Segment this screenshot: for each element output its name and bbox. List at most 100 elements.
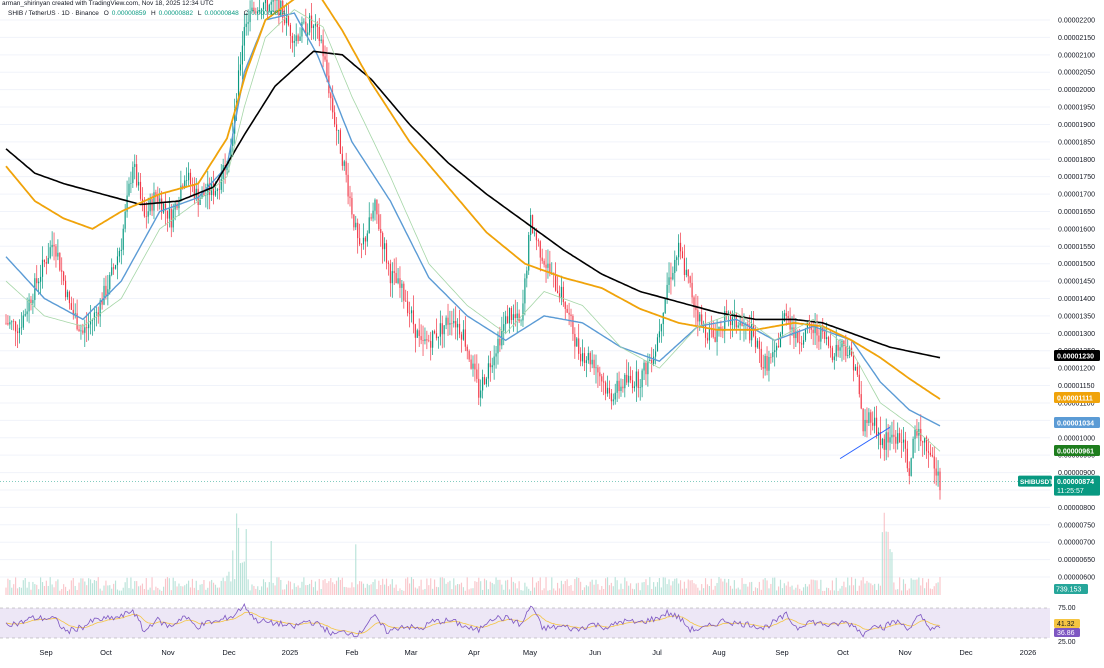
volume-bar — [630, 583, 632, 595]
candle-body — [335, 124, 338, 131]
candle-body — [433, 331, 436, 334]
candle-body — [405, 300, 407, 302]
candle-body — [485, 378, 488, 385]
volume-bar — [372, 581, 374, 595]
volume-bar — [57, 579, 59, 595]
volume-bar — [99, 588, 101, 595]
volume-bar — [124, 582, 126, 595]
candle-body — [111, 267, 113, 275]
rsi-ma-badge — [1054, 619, 1080, 628]
candle-body — [74, 313, 76, 315]
volume-bar — [558, 588, 561, 595]
ohlc-low: 0.00000848 — [204, 10, 239, 17]
candle-body — [164, 203, 167, 211]
price-tick-label: 0.00001650 — [1058, 209, 1095, 216]
candle-body — [374, 199, 376, 211]
candle-body — [230, 146, 232, 157]
volume-bar — [900, 590, 903, 595]
candle-body — [109, 274, 111, 290]
candle-body — [130, 182, 132, 184]
candle-body — [399, 278, 401, 288]
price-tick-label: 0.00002200 — [1058, 18, 1095, 25]
candle-body — [597, 367, 599, 373]
candle-body — [716, 330, 718, 342]
candle-body — [291, 35, 293, 43]
ma-line-1 — [5, 50, 941, 359]
candle-body — [729, 312, 732, 326]
volume-bar — [927, 578, 930, 595]
candle-body — [166, 210, 169, 219]
volume-bar — [785, 585, 787, 595]
candle-body — [695, 305, 697, 311]
volume-bar — [357, 584, 359, 595]
volume-bar — [345, 587, 347, 595]
candle-body — [483, 377, 486, 385]
volume-bar — [11, 587, 13, 595]
volume-bar — [654, 586, 657, 595]
volume-bar — [820, 579, 822, 595]
candle-body — [568, 312, 570, 315]
candle-body — [99, 300, 101, 317]
candle-body — [678, 242, 680, 258]
volume-bar — [432, 588, 434, 595]
candle-body — [170, 208, 172, 228]
candle-body — [879, 431, 882, 446]
candle-body — [424, 339, 426, 341]
volume-bar — [249, 590, 251, 595]
candle-body — [289, 24, 292, 36]
volume-bar — [89, 579, 92, 595]
candle-body — [562, 286, 564, 303]
volume-bar — [653, 582, 655, 595]
volume-bar — [743, 583, 745, 595]
candle-body — [802, 340, 805, 345]
volume-bar — [597, 584, 599, 595]
candle-body — [253, 7, 255, 12]
volume-bar — [43, 585, 46, 595]
candle-body — [499, 338, 501, 346]
volume-bar — [756, 588, 759, 595]
candle-body — [628, 375, 630, 383]
price-badge — [1054, 417, 1100, 428]
ohlc-close-label: C — [243, 10, 249, 17]
volume-bar — [228, 571, 230, 595]
candle-body — [203, 191, 205, 196]
volume-bar — [174, 581, 176, 595]
volume-bar — [920, 585, 922, 595]
volume-bar — [222, 577, 224, 595]
candle-body — [925, 437, 928, 452]
volume-bar — [199, 584, 201, 595]
candle-body — [387, 262, 390, 264]
candle-body — [270, 1, 272, 5]
volume-bar — [831, 580, 833, 595]
volume-bar — [255, 588, 257, 595]
volume-bar — [136, 581, 138, 595]
candle-body — [422, 340, 424, 341]
candle-body — [843, 340, 845, 347]
candle-body — [495, 353, 497, 357]
volume-bar — [737, 587, 739, 595]
candle-body — [635, 371, 637, 387]
price-tick-label: 0.00000750 — [1058, 522, 1095, 529]
volume-bar — [201, 584, 203, 595]
candle-body — [441, 323, 443, 335]
volume-bar — [341, 577, 343, 595]
candle-body — [662, 312, 664, 325]
candle-body — [385, 243, 388, 263]
candle-body — [163, 203, 165, 213]
volume-bar — [95, 580, 97, 595]
volume-bar — [418, 586, 420, 595]
last-price-value: 0.00000874 — [1057, 479, 1094, 486]
volume-bar — [593, 584, 595, 595]
candle-body — [708, 328, 710, 341]
volume-bar — [184, 585, 186, 595]
candle-body — [699, 314, 701, 322]
candle-body — [268, 4, 270, 11]
volume-bar — [783, 583, 785, 595]
candle-body — [645, 362, 647, 375]
volume-bar — [758, 581, 760, 595]
volume-bar — [753, 590, 755, 595]
candle-body — [912, 438, 914, 459]
candle-body — [274, 0, 276, 1]
volume-bar — [704, 578, 707, 595]
candle-body — [601, 376, 603, 382]
